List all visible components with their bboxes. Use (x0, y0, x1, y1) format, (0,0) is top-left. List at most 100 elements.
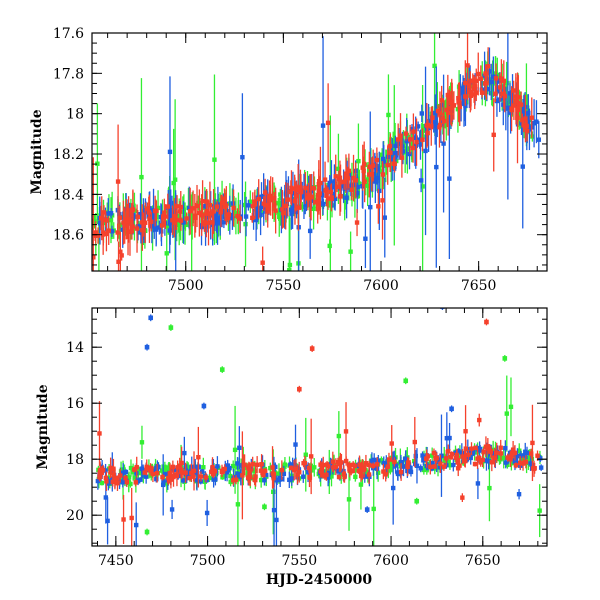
data-point (444, 456, 449, 461)
data-point (489, 79, 494, 85)
data-point (477, 448, 482, 453)
data-point (108, 211, 114, 216)
data-point (171, 474, 176, 480)
data-point (527, 455, 532, 461)
data-point (428, 118, 433, 124)
data-point (273, 464, 278, 470)
x-tick-label: 7550 (266, 278, 302, 294)
data-point (511, 88, 516, 93)
data-point (139, 466, 144, 471)
data-point (245, 475, 251, 480)
data-point (303, 452, 308, 457)
data-point (505, 462, 510, 468)
data-point (297, 470, 302, 475)
data-point (259, 462, 264, 467)
data-point (480, 457, 485, 463)
bottom-panel: 7450 7500 7550 7600 7650 14 16 18 20 Magnitude H… (35, 307, 548, 588)
data-point (421, 467, 427, 473)
data-point (447, 176, 452, 181)
data-point (318, 462, 323, 467)
data-point (360, 165, 365, 170)
data-point (384, 160, 389, 165)
data-point (386, 112, 391, 118)
data-point (228, 479, 233, 485)
data-point (413, 453, 418, 459)
data-point (325, 196, 331, 201)
data-point (180, 470, 186, 475)
data-point (144, 466, 149, 471)
data-point (470, 78, 475, 83)
data-point (503, 460, 508, 465)
data-point (304, 202, 309, 207)
data-point (321, 462, 326, 468)
data-point (240, 473, 245, 478)
data-point (235, 461, 240, 466)
data-point (262, 478, 267, 483)
data-point (350, 462, 356, 467)
data-point (358, 482, 364, 487)
data-point (536, 137, 541, 142)
data-point (311, 206, 316, 212)
data-point (342, 179, 347, 184)
data-point (380, 172, 386, 177)
data-point (190, 206, 196, 211)
data-point (289, 476, 295, 481)
data-point (426, 125, 431, 131)
data-point (430, 115, 435, 120)
data-point (311, 186, 316, 191)
data-point (155, 205, 161, 211)
data-point (121, 470, 126, 475)
data-point (203, 203, 208, 209)
data-point (264, 197, 270, 202)
data-point (398, 469, 404, 475)
y-tick-label: 17.8 (53, 66, 84, 82)
outlier-point (144, 344, 150, 350)
data-point (352, 192, 358, 198)
data-point (211, 209, 216, 214)
data-point (213, 216, 218, 222)
data-point (158, 214, 164, 220)
data-point (469, 446, 474, 451)
data-point (159, 229, 164, 234)
data-point (308, 194, 313, 199)
data-point (489, 460, 495, 465)
data-point (418, 142, 423, 147)
data-point (305, 196, 311, 201)
data-point (405, 464, 410, 469)
outlier-point (219, 367, 225, 372)
data-point (112, 477, 118, 483)
data-point (246, 203, 251, 208)
data-point (496, 75, 502, 81)
data-point (319, 192, 325, 198)
data-point (167, 470, 173, 476)
outlier-point (262, 504, 267, 510)
data-point (412, 135, 418, 140)
data-point (294, 209, 299, 215)
data-point (271, 507, 277, 513)
data-point (369, 458, 375, 463)
data-point (289, 185, 294, 191)
data-point (129, 515, 134, 521)
data-point (447, 435, 452, 441)
data-point (258, 477, 264, 483)
data-point (146, 210, 151, 215)
x-tick-label: 7450 (98, 553, 134, 569)
data-point (414, 463, 420, 469)
data-point (266, 205, 271, 210)
data-point (129, 228, 135, 234)
data-point (123, 475, 128, 481)
data-point (138, 477, 143, 482)
data-point (303, 185, 308, 191)
data-point (134, 226, 140, 231)
data-point (478, 76, 484, 81)
data-point (526, 110, 531, 116)
data-point (360, 467, 365, 472)
data-point (468, 455, 473, 461)
data-point (106, 481, 111, 486)
data-point (201, 465, 206, 470)
data-point (365, 177, 371, 182)
data-point (207, 202, 213, 208)
data-point (271, 475, 276, 481)
data-point (250, 204, 255, 209)
data-point (491, 132, 496, 138)
